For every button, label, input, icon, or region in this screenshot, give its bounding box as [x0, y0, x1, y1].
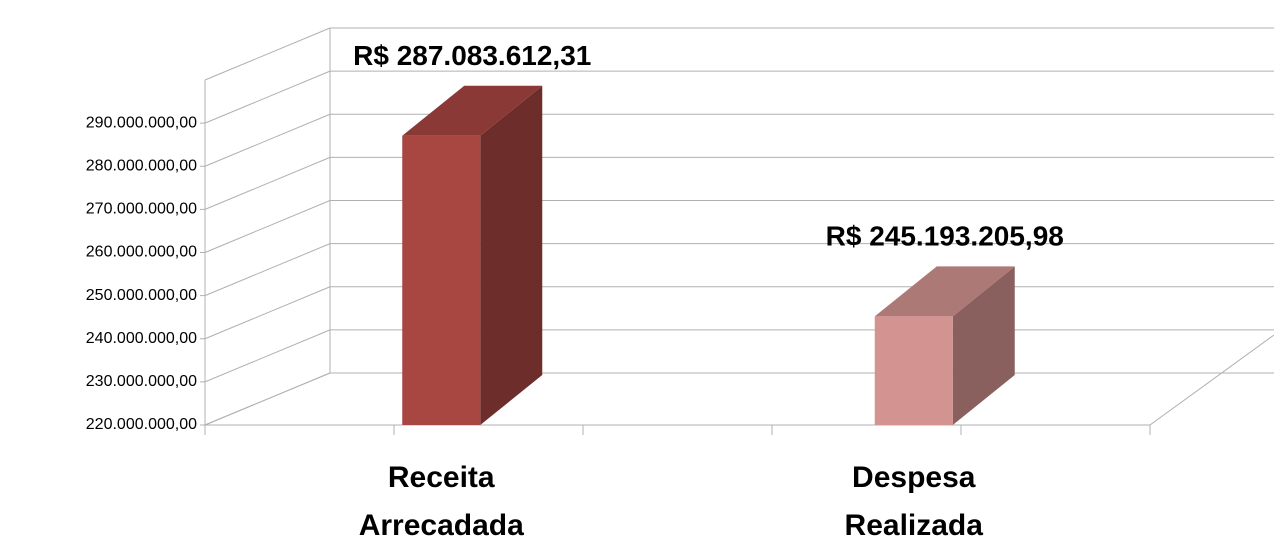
x-tick-label: Despesa Realizada: [844, 461, 983, 542]
y-tick-label: 240.000.000,00: [86, 330, 197, 347]
grid-line: [204, 286, 331, 340]
wall-top-front: [204, 27, 331, 81]
bar-top: [874, 266, 1015, 317]
floor-right: [1149, 334, 1274, 426]
grid-line: [204, 329, 331, 383]
data-label: R$ 245.193.205,98: [826, 221, 1064, 252]
bar: [874, 316, 953, 425]
bar: [402, 135, 481, 426]
y-tick-label: 280.000.000,00: [86, 157, 197, 174]
grid-line: [204, 243, 331, 297]
data-label: R$ 287.083.612,31: [353, 40, 591, 71]
y-tick-label: 230.000.000,00: [86, 373, 197, 390]
x-tick-label: Receita Arrecadada: [358, 461, 524, 542]
bar-side: [480, 85, 543, 426]
bar-side: [952, 266, 1015, 425]
grid-line: [204, 200, 331, 253]
y-tick-label: 290.000.000,00: [86, 114, 197, 131]
bar-top: [402, 85, 543, 136]
grid-line: [204, 113, 331, 167]
y-tick-label: 270.000.000,00: [86, 201, 197, 218]
y-tick-label: 220.000.000,00: [86, 416, 197, 433]
y-tick-label: 260.000.000,00: [86, 244, 197, 261]
grid-line: [204, 70, 331, 124]
grid-line: [204, 372, 331, 426]
grid-line: [204, 156, 331, 210]
y-tick-label: 250.000.000,00: [86, 287, 197, 304]
